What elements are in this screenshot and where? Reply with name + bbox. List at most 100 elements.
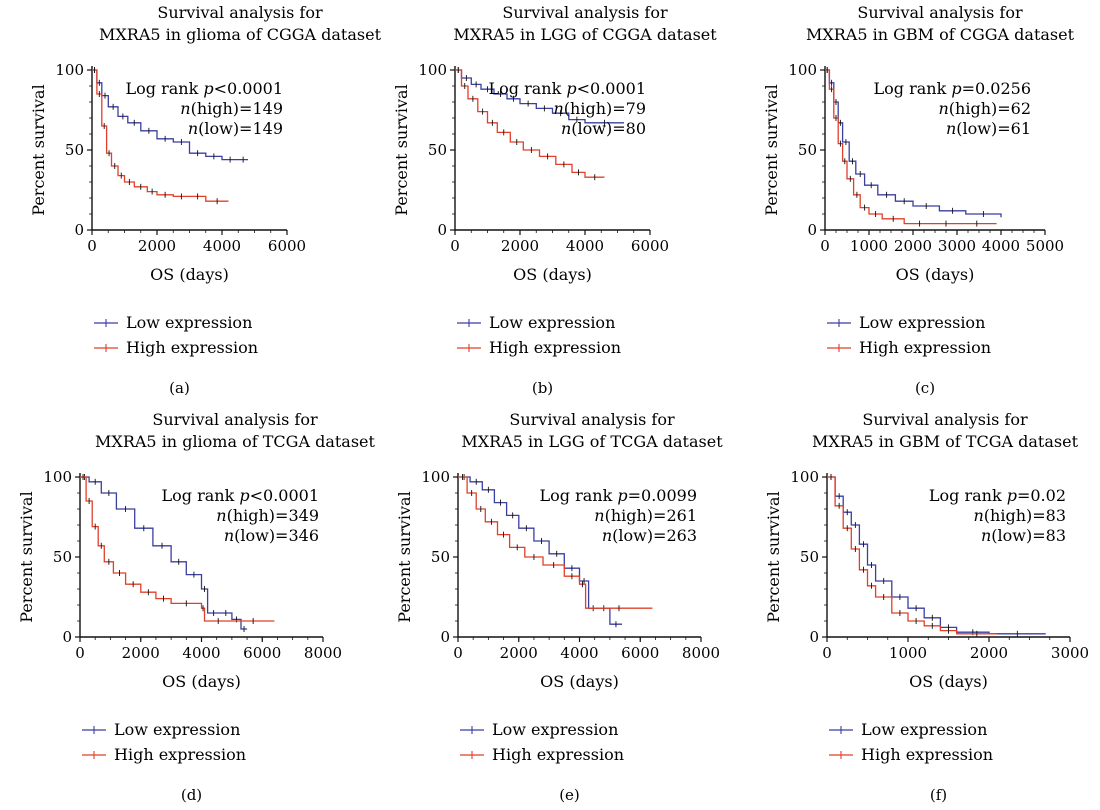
series-line-low (80, 476, 248, 630)
n-letter: n (973, 506, 983, 525)
y-axis-label: Percent survival (392, 84, 411, 215)
n-low-text: n(low)=149 (188, 119, 283, 138)
series-line-high (92, 69, 229, 202)
chart-title: MXRA5 in GBM of CGGA dataset (806, 25, 1075, 44)
n-letter: n (180, 99, 190, 118)
y-tick-label: 100 (55, 61, 84, 79)
panel-label: (c) (915, 379, 935, 397)
n-low-label: (low)=83 (991, 526, 1066, 545)
x-axis-label: OS (days) (513, 265, 592, 284)
n-low-text: n(low)=61 (946, 119, 1031, 138)
legend-label-low: Low expression (859, 313, 985, 332)
chart-title: MXRA5 in glioma of CGGA dataset (99, 25, 382, 44)
n-high-label: (high)=62 (949, 99, 1031, 118)
p-value: <0.0001 (250, 486, 319, 505)
y-tick-label: 50 (428, 141, 447, 159)
chart-title: Survival analysis for (502, 3, 668, 22)
chart-title: MXRA5 in LGG of TCGA dataset (461, 432, 723, 451)
x-tick-label: 6000 (243, 644, 281, 662)
n-high-label: (high)=149 (191, 99, 283, 118)
series-line-low (825, 69, 1002, 218)
p-value: =0.0099 (628, 486, 697, 505)
y-axis-label: Percent survival (762, 84, 781, 215)
logrank-label: Log rank (126, 79, 204, 98)
panel-label: (a) (169, 379, 190, 397)
x-axis-label: OS (days) (896, 265, 975, 284)
y-tick-label: 50 (431, 548, 450, 566)
p-letter: p (566, 79, 576, 98)
n-high-label: (high)=79 (564, 99, 646, 118)
x-tick-label: 6000 (268, 237, 306, 255)
x-tick-label: 5000 (1026, 237, 1064, 255)
x-tick-label: 2000 (138, 237, 176, 255)
legend-label-low: Low expression (492, 720, 618, 739)
n-low-text: n(low)=83 (981, 526, 1066, 545)
series-line-high (80, 476, 275, 622)
n-letter: n (981, 526, 991, 545)
x-tick-label: 3000 (938, 237, 976, 255)
x-axis-label: OS (days) (909, 672, 988, 691)
n-high-text: n(high)=79 (553, 99, 646, 118)
y-tick-label: 0 (807, 221, 817, 239)
x-tick-label: 0 (450, 237, 460, 255)
n-letter: n (594, 506, 604, 525)
p-letter: p (239, 486, 249, 505)
y-tick-label: 100 (421, 468, 450, 486)
n-high-label: (high)=349 (227, 506, 319, 525)
legend-label-high: High expression (114, 745, 246, 764)
chart-title: Survival analysis for (862, 410, 1028, 429)
x-tick-label: 0 (75, 644, 85, 662)
x-axis-label: OS (days) (162, 672, 241, 691)
y-tick-label: 0 (809, 628, 819, 646)
p-value: =0.0256 (962, 79, 1031, 98)
x-tick-label: 8000 (682, 644, 720, 662)
panel-label: (d) (181, 786, 202, 804)
y-tick-label: 0 (74, 221, 84, 239)
n-low-text: n(low)=80 (561, 119, 646, 138)
legend-label-high: High expression (126, 338, 258, 357)
p-letter: p (951, 79, 961, 98)
x-tick-label: 0 (820, 237, 830, 255)
y-axis-label: Percent survival (17, 491, 36, 622)
panel-b: Survival analysis for MXRA5 in LGG of CGG… (392, 3, 717, 397)
n-low-label: (low)=346 (234, 526, 319, 545)
x-tick-label: 2000 (122, 644, 160, 662)
n-high-text: n(high)=149 (180, 99, 283, 118)
logrank-label: Log rank (874, 79, 952, 98)
legend-label-low: Low expression (126, 313, 252, 332)
n-letter: n (602, 526, 612, 545)
n-high-label: (high)=261 (605, 506, 697, 525)
n-letter: n (188, 119, 198, 138)
panel-a: Survival analysis for MXRA5 in glioma of … (29, 3, 382, 397)
n-high-text: n(high)=62 (938, 99, 1031, 118)
p-value: <0.0001 (577, 79, 646, 98)
legend-label-high: High expression (859, 338, 991, 357)
x-tick-label: 2000 (500, 644, 538, 662)
x-tick-label: 1000 (889, 644, 927, 662)
chart-title: Survival analysis for (857, 3, 1023, 22)
x-tick-label: 4000 (566, 237, 604, 255)
logrank-label: Log rank (929, 486, 1007, 505)
legend-label-low: Low expression (861, 720, 987, 739)
series-line-high (455, 69, 605, 178)
y-tick-label: 50 (798, 141, 817, 159)
chart-title: MXRA5 in GBM of TCGA dataset (812, 432, 1079, 451)
x-tick-label: 6000 (621, 644, 659, 662)
n-low-label: (low)=149 (198, 119, 283, 138)
n-letter: n (946, 119, 956, 138)
y-tick-label: 100 (418, 61, 447, 79)
logrank-label: Log rank (489, 79, 567, 98)
x-tick-label: 1000 (850, 237, 888, 255)
x-tick-label: 3000 (1051, 644, 1089, 662)
y-tick-label: 100 (43, 468, 72, 486)
x-tick-label: 4000 (203, 237, 241, 255)
chart-title: MXRA5 in glioma of TCGA dataset (95, 432, 375, 451)
logrank-label: Log rank (540, 486, 618, 505)
logrank-label: Log rank (162, 486, 240, 505)
logrank-text: Log rank p<0.0001 (489, 79, 647, 98)
n-letter: n (216, 506, 226, 525)
x-tick-label: 2000 (501, 237, 539, 255)
x-tick-label: 0 (822, 644, 832, 662)
n-low-label: (low)=80 (571, 119, 646, 138)
